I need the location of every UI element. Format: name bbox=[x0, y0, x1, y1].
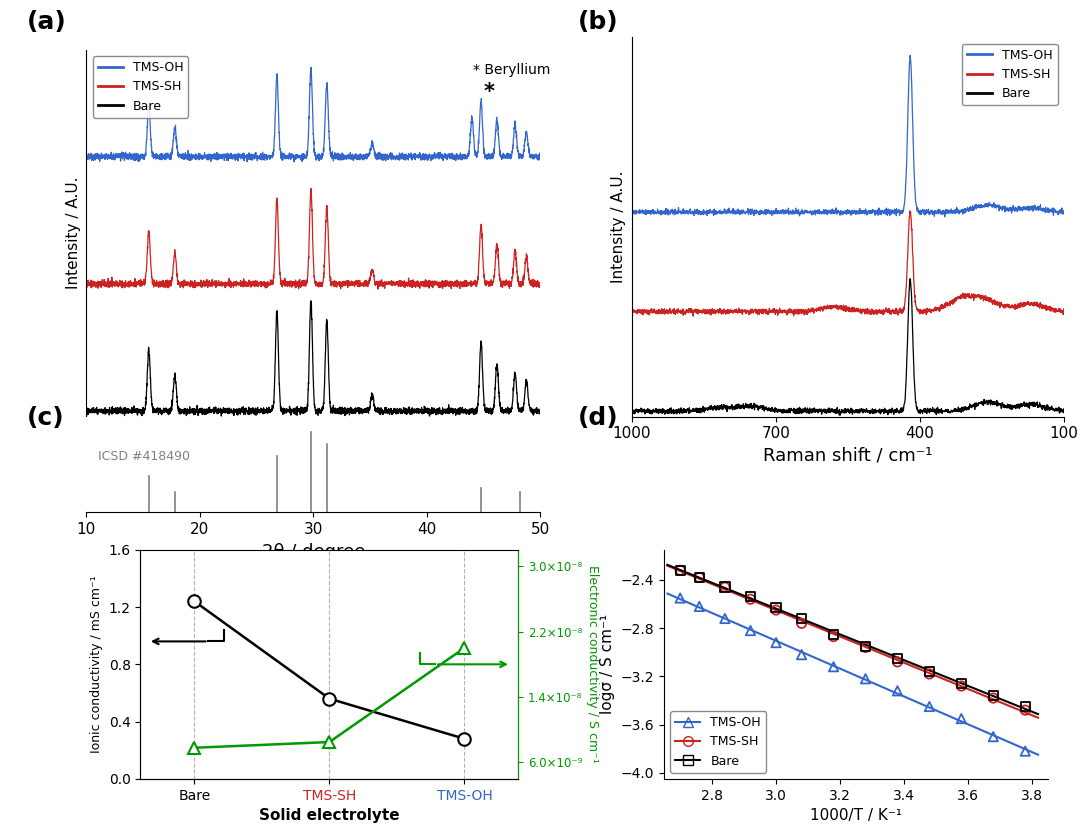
Point bbox=[1016, 745, 1034, 758]
Point bbox=[856, 641, 874, 654]
Point bbox=[768, 601, 785, 614]
Legend: TMS-OH, TMS-SH, Bare: TMS-OH, TMS-SH, Bare bbox=[93, 57, 188, 117]
Text: (d): (d) bbox=[578, 406, 619, 430]
Point bbox=[889, 651, 906, 665]
Point bbox=[691, 571, 708, 584]
Point bbox=[691, 571, 708, 584]
Y-axis label: Intensity / A.U.: Intensity / A.U. bbox=[66, 177, 81, 290]
Point bbox=[889, 656, 906, 669]
Point bbox=[672, 591, 689, 605]
Point bbox=[793, 616, 810, 630]
Text: (a): (a) bbox=[27, 10, 67, 34]
X-axis label: 1000/T / K⁻¹: 1000/T / K⁻¹ bbox=[810, 808, 902, 823]
Point bbox=[716, 581, 733, 594]
Point bbox=[921, 667, 939, 681]
Text: (c): (c) bbox=[27, 406, 65, 430]
Point bbox=[768, 603, 785, 616]
Point bbox=[825, 630, 842, 643]
Point bbox=[985, 730, 1002, 743]
X-axis label: 2θ / degree: 2θ / degree bbox=[261, 542, 365, 561]
Point bbox=[921, 665, 939, 678]
Point bbox=[825, 660, 842, 673]
Point bbox=[1016, 700, 1034, 713]
Point bbox=[768, 636, 785, 649]
Point bbox=[793, 612, 810, 626]
Point bbox=[856, 640, 874, 653]
Point bbox=[672, 564, 689, 577]
Text: *: * bbox=[484, 82, 495, 102]
Point bbox=[793, 648, 810, 661]
Point bbox=[691, 600, 708, 613]
Point bbox=[742, 592, 759, 606]
Point bbox=[742, 624, 759, 637]
Text: (b): (b) bbox=[578, 10, 619, 34]
Text: ICSD #418490: ICSD #418490 bbox=[98, 451, 190, 463]
X-axis label: Solid electrolyte: Solid electrolyte bbox=[259, 808, 400, 823]
Point bbox=[985, 691, 1002, 705]
Y-axis label: Ionic conductivity / mS cm⁻¹: Ionic conductivity / mS cm⁻¹ bbox=[90, 576, 103, 753]
Y-axis label: Intensity / A.U.: Intensity / A.U. bbox=[611, 171, 626, 283]
Point bbox=[953, 677, 970, 691]
Legend: TMS-OH, TMS-SH, Bare: TMS-OH, TMS-SH, Bare bbox=[671, 711, 766, 772]
Point bbox=[889, 684, 906, 697]
Point bbox=[742, 590, 759, 603]
Point bbox=[672, 564, 689, 577]
X-axis label: Raman shift / cm⁻¹: Raman shift / cm⁻¹ bbox=[764, 446, 932, 465]
Point bbox=[716, 581, 733, 594]
Point bbox=[953, 680, 970, 693]
Text: * Beryllium: * Beryllium bbox=[473, 62, 551, 77]
Legend: TMS-OH, TMS-SH, Bare: TMS-OH, TMS-SH, Bare bbox=[962, 44, 1057, 105]
Point bbox=[716, 612, 733, 626]
Point bbox=[921, 700, 939, 713]
Point bbox=[1016, 704, 1034, 717]
Y-axis label: Electronic conductivity / S cm⁻¹: Electronic conductivity / S cm⁻¹ bbox=[586, 566, 599, 763]
Point bbox=[825, 627, 842, 641]
Point bbox=[953, 712, 970, 726]
Point bbox=[985, 689, 1002, 702]
Point bbox=[856, 672, 874, 686]
Y-axis label: logσ / S cm⁻¹: logσ / S cm⁻¹ bbox=[600, 614, 616, 715]
